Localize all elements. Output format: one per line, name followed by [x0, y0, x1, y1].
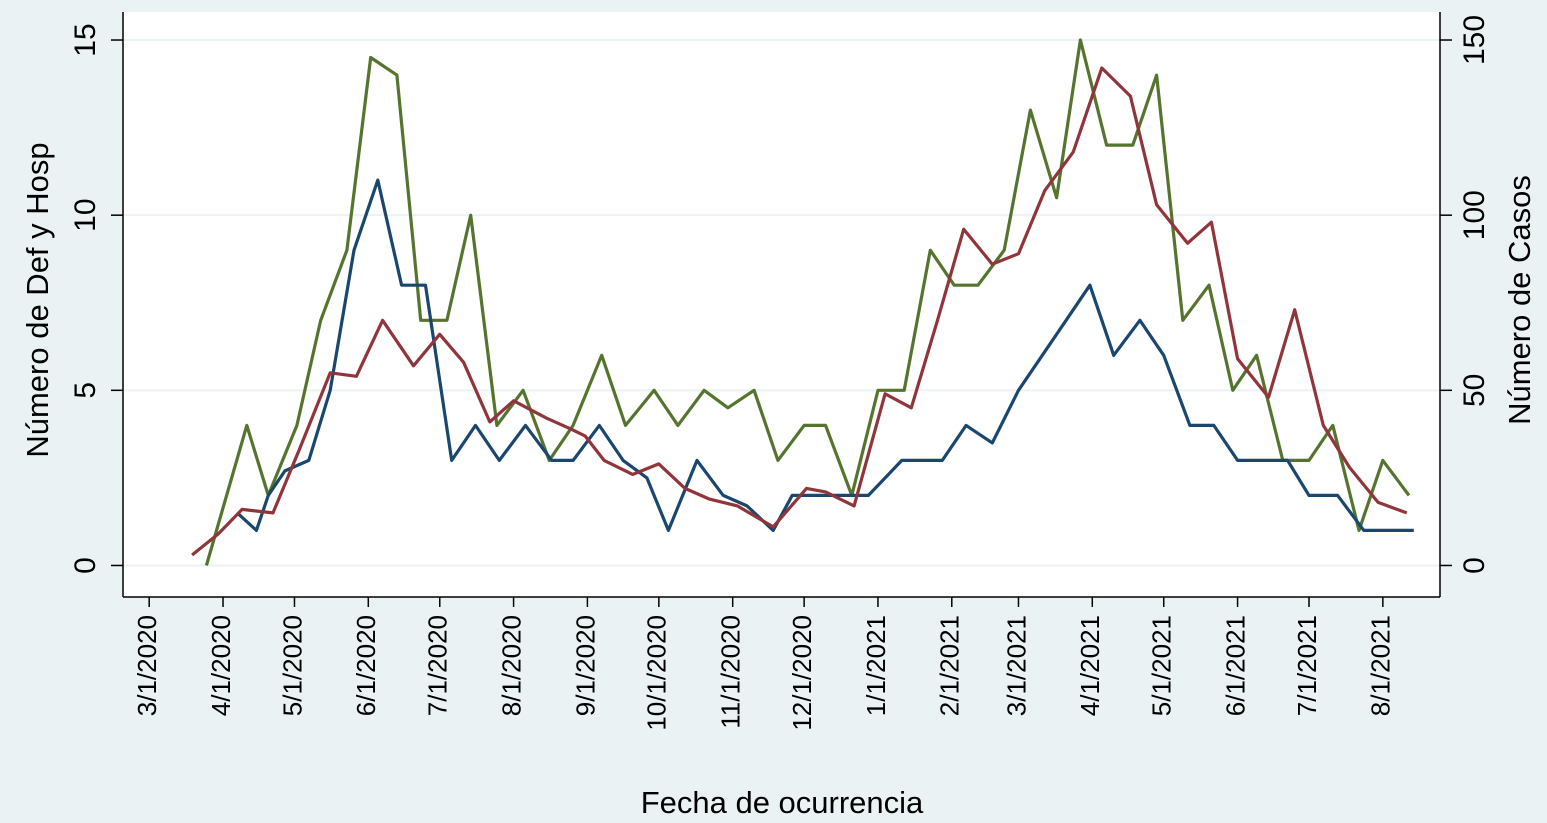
x-tick-label: 6/1/2021 — [1220, 615, 1250, 716]
y-tick-label: 0 — [69, 557, 102, 574]
x-tick-label: 4/1/2020 — [206, 615, 236, 716]
series-line — [204, 38, 1411, 566]
x-tick-label: 7/1/2021 — [1292, 615, 1322, 716]
x-tick-label: 7/1/2020 — [423, 615, 453, 716]
y2-tick-label: 0 — [1458, 557, 1491, 574]
x-tick-label: 8/1/2021 — [1366, 615, 1396, 716]
x-tick-label: 10/1/2020 — [642, 615, 672, 731]
x-tick-label: 11/1/2020 — [716, 615, 746, 729]
x-tick-label: 12/1/2020 — [787, 615, 817, 731]
x-tick-label: 3/1/2021 — [1001, 615, 1031, 716]
x-tick-label: 1/1/2021 — [861, 615, 891, 716]
x-tick-label: 8/1/2020 — [496, 615, 526, 716]
x-tick-label: 9/1/2020 — [570, 615, 600, 716]
y-tick-label: 15 — [69, 23, 102, 56]
x-tick-label: 2/1/2021 — [935, 615, 965, 716]
y2-tick-label: 50 — [1458, 374, 1491, 407]
y2-axis-title: Número de Casos — [1502, 175, 1537, 425]
x-tick-label: 6/1/2020 — [351, 615, 381, 716]
x-tick-label: 5/1/2020 — [277, 615, 307, 716]
y2-tick-label: 100 — [1458, 190, 1491, 240]
x-axis-title: Fecha de ocurrencia — [641, 785, 924, 820]
plot-area — [123, 12, 1440, 597]
series-line — [236, 178, 1414, 532]
series-line — [191, 66, 1408, 557]
y-tick-label: 5 — [69, 382, 102, 399]
x-tick-label: 5/1/2021 — [1147, 615, 1177, 716]
x-tick-label: 3/1/2020 — [132, 615, 162, 716]
y-tick-label: 10 — [69, 198, 102, 231]
y2-tick-label: 150 — [1458, 15, 1491, 65]
y-axis-title: Número de Def y Hosp — [20, 142, 55, 457]
x-tick-label: 4/1/2021 — [1075, 615, 1105, 716]
